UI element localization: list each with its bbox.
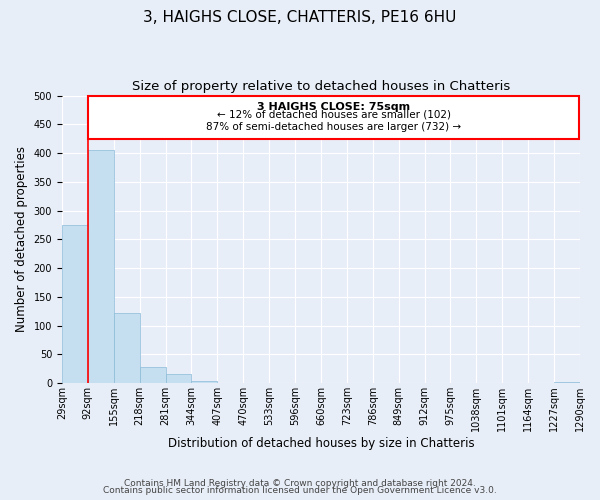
Bar bbox=[62, 225, 88, 383]
Text: 87% of semi-detached houses are larger (732) →: 87% of semi-detached houses are larger (… bbox=[206, 122, 461, 132]
Bar bbox=[191, 380, 217, 383]
Bar bbox=[140, 367, 166, 383]
Bar bbox=[554, 382, 580, 383]
Bar bbox=[88, 150, 114, 383]
Text: ← 12% of detached houses are smaller (102): ← 12% of detached houses are smaller (10… bbox=[217, 110, 451, 120]
Title: Size of property relative to detached houses in Chatteris: Size of property relative to detached ho… bbox=[132, 80, 510, 93]
X-axis label: Distribution of detached houses by size in Chatteris: Distribution of detached houses by size … bbox=[167, 437, 474, 450]
Y-axis label: Number of detached properties: Number of detached properties bbox=[15, 146, 28, 332]
Text: Contains HM Land Registry data © Crown copyright and database right 2024.: Contains HM Land Registry data © Crown c… bbox=[124, 478, 476, 488]
Text: Contains public sector information licensed under the Open Government Licence v3: Contains public sector information licen… bbox=[103, 486, 497, 495]
Bar bbox=[166, 374, 191, 383]
FancyBboxPatch shape bbox=[88, 96, 579, 138]
Text: 3 HAIGHS CLOSE: 75sqm: 3 HAIGHS CLOSE: 75sqm bbox=[257, 102, 410, 112]
Bar bbox=[114, 313, 140, 383]
Text: 3, HAIGHS CLOSE, CHATTERIS, PE16 6HU: 3, HAIGHS CLOSE, CHATTERIS, PE16 6HU bbox=[143, 10, 457, 25]
